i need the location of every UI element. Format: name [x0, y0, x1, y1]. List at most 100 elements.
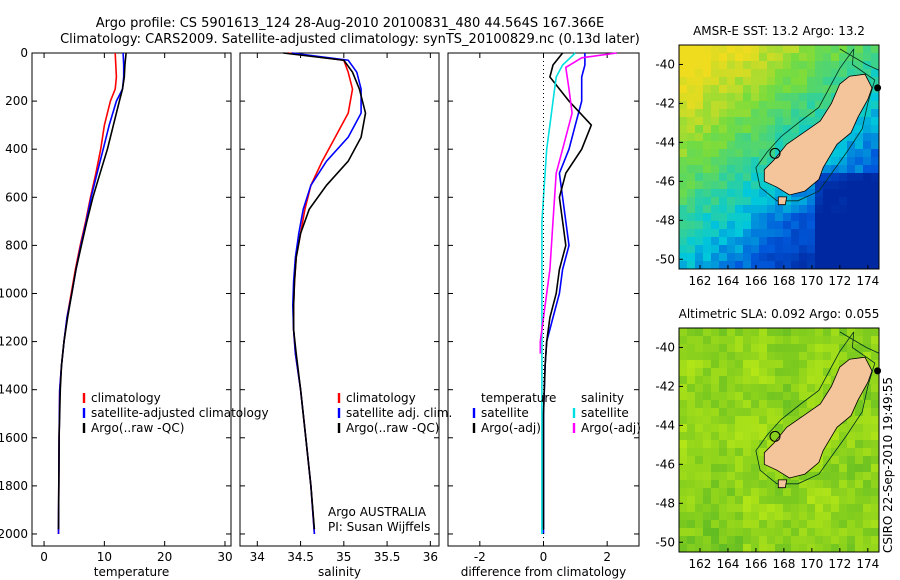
map-cell [775, 384, 783, 392]
map-cell [847, 229, 855, 237]
map-cell [767, 197, 775, 205]
map-cell [815, 53, 823, 61]
map-cell [807, 344, 815, 352]
map-cell [735, 165, 743, 173]
map-cell [759, 165, 767, 173]
map-cell [799, 544, 807, 552]
map-x-tick-label: 162 [689, 557, 712, 571]
map-cell [767, 221, 775, 229]
map-cell [767, 141, 775, 149]
map-cell [871, 221, 879, 229]
map-cell [687, 205, 695, 213]
map-cell [751, 53, 759, 61]
map-cell [727, 229, 735, 237]
map-cell [687, 440, 695, 448]
map-cell [727, 400, 735, 408]
map-cell [719, 496, 727, 504]
map-cell [719, 480, 727, 488]
map-cell [855, 229, 863, 237]
map-cell [695, 109, 703, 117]
map-cell [767, 328, 775, 336]
map-cell [767, 133, 775, 141]
map-cell [863, 53, 871, 61]
map-cell [727, 141, 735, 149]
map-cell [719, 432, 727, 440]
map-cell [735, 384, 743, 392]
map-cell [823, 456, 831, 464]
map-cell [863, 45, 871, 53]
map-cell [847, 173, 855, 181]
map-cell [767, 69, 775, 77]
map-cell [783, 336, 791, 344]
map-cell [863, 245, 871, 253]
x-tick-label: 34 [250, 550, 265, 564]
map-cell [687, 157, 695, 165]
map-cell [711, 117, 719, 125]
map-cell [759, 101, 767, 109]
map-cell [767, 464, 775, 472]
map-cell [679, 93, 687, 101]
map-cell [687, 133, 695, 141]
map-cell [863, 336, 871, 344]
map-cell [711, 101, 719, 109]
map-cell [695, 205, 703, 213]
map-cell [719, 213, 727, 221]
map-cell [863, 488, 871, 496]
map-cell [831, 520, 839, 528]
map-cell [727, 237, 735, 245]
map-cell [759, 456, 767, 464]
map-cell [695, 53, 703, 61]
map-cell [767, 213, 775, 221]
map-y-tick-label: -50 [655, 535, 675, 549]
map-cell [727, 344, 735, 352]
map-cell [815, 336, 823, 344]
map-cell [783, 253, 791, 261]
map-cell [759, 69, 767, 77]
map-cell [711, 400, 719, 408]
map-cell [839, 336, 847, 344]
map-cell [823, 464, 831, 472]
map-cell [759, 544, 767, 552]
map-cell [807, 61, 815, 69]
map-cell [743, 189, 751, 197]
map-cell [687, 93, 695, 101]
map-cell [743, 149, 751, 157]
map-cell [831, 205, 839, 213]
map-cell [751, 229, 759, 237]
map-cell [863, 408, 871, 416]
map-cell [823, 360, 831, 368]
map-cell [695, 344, 703, 352]
map-y-tick-label: -40 [655, 340, 675, 354]
map-cell [759, 45, 767, 53]
map-cell [871, 125, 879, 133]
map-cell [855, 544, 863, 552]
map-cell [855, 157, 863, 165]
map-cell [831, 352, 839, 360]
map-cell [839, 480, 847, 488]
map-cell [783, 392, 791, 400]
bathymetry-contour [839, 48, 880, 71]
map-cell [807, 45, 815, 53]
map-cell [847, 344, 855, 352]
map-cell [751, 440, 759, 448]
map-cell [687, 544, 695, 552]
map-cell [751, 213, 759, 221]
series-line-0 [287, 52, 354, 535]
legend-entry: climatology [91, 391, 161, 405]
map-cell [711, 488, 719, 496]
map-cell [871, 384, 879, 392]
map-cell [719, 344, 727, 352]
map-cell [703, 53, 711, 61]
map-cell [799, 480, 807, 488]
map-cell [703, 229, 711, 237]
map-cell [751, 328, 759, 336]
map-cell [871, 197, 879, 205]
map-cell [759, 77, 767, 85]
map-cell [775, 400, 783, 408]
map-cell [783, 93, 791, 101]
map-cell [831, 464, 839, 472]
map-cell [735, 53, 743, 61]
map-cell [863, 133, 871, 141]
map-cell [687, 117, 695, 125]
map-cell [839, 424, 847, 432]
